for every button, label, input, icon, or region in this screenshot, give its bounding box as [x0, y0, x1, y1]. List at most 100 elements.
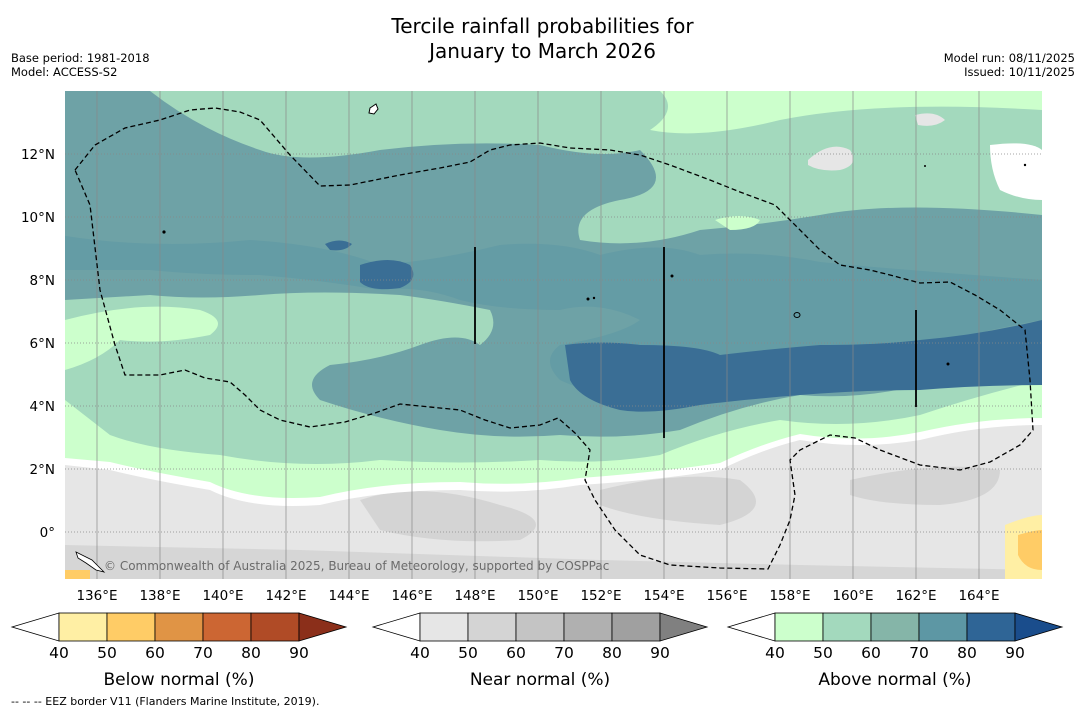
colorbar-tick: 50: [813, 644, 833, 662]
colorbar-tick: 70: [554, 644, 574, 662]
colorbar-swatch: [250, 612, 300, 642]
colorbar-swatch: [419, 612, 469, 642]
lat-label: 12°N: [21, 147, 55, 163]
colorbar-tick: 70: [193, 644, 213, 662]
graticule: [65, 153, 1042, 533]
run-info: Model run: 08/11/2025 Issued: 10/11/2025: [944, 51, 1075, 79]
colorbar-swatch: [870, 612, 920, 642]
colorbar-tick: 50: [458, 644, 478, 662]
colorbar-tick: 70: [909, 644, 929, 662]
lon-label: 156°E: [706, 588, 747, 604]
colorbar-swatch: [515, 612, 565, 642]
colorbar-swatch: [467, 612, 517, 642]
white-patch-northeast: [990, 143, 1042, 200]
colorbar-swatch: [58, 612, 108, 642]
base-info: Base period: 1981-2018 Model: ACCESS-S2: [11, 51, 150, 79]
colorbar-swatch: [966, 612, 1016, 642]
colorbar-swatch: [918, 612, 968, 642]
colorbar-title: Above normal (%): [818, 670, 971, 690]
lon-label: 162°E: [895, 588, 936, 604]
above-normal-80-band: [565, 320, 1042, 412]
colorbar-extend-max: [1014, 612, 1064, 642]
title-line-2: January to March 2026: [429, 39, 656, 63]
lon-label: 146°E: [391, 588, 432, 604]
colorbar-tick: 90: [1005, 644, 1025, 662]
near-normal-50-patch: [360, 491, 536, 542]
lon-axis: 136°E 138°E 140°E 142°E 144°E 146°E 148°…: [76, 588, 999, 604]
colorbar-swatch: [154, 612, 204, 642]
below-normal-patch-sw: [65, 570, 90, 579]
model-run-date: Model run: 08/11/2025: [943, 51, 1075, 65]
title-line-1: Tercile rainfall probabilities for: [391, 14, 694, 38]
colorbar-tick: 40: [410, 644, 430, 662]
colorbar-extend-min: [371, 612, 421, 642]
lat-label: 2°N: [30, 462, 55, 478]
colorbar-tick: 80: [602, 644, 622, 662]
near-normal-50-patch-2: [600, 476, 756, 525]
colorbar-tick: 40: [765, 644, 785, 662]
lon-label: 142°E: [265, 588, 306, 604]
colorbar-near-normal: 40 50 60 70 80 90 Near normal (%): [371, 612, 709, 690]
colorbar-tick: 60: [861, 644, 881, 662]
colorbar-tick: 80: [241, 644, 261, 662]
colorbar-swatch: [202, 612, 252, 642]
colorbar-swatch: [563, 612, 613, 642]
near-normal-50-patch-3: [850, 466, 1000, 505]
colorbar-swatch: [774, 612, 824, 642]
colorbar-tick: 50: [97, 644, 117, 662]
lon-label: 158°E: [769, 588, 810, 604]
lon-label: 152°E: [580, 588, 621, 604]
colorbar-extend-min: [726, 612, 776, 642]
map-title: Tercile rainfall probabilities for Janua…: [0, 14, 1085, 64]
lon-label: 138°E: [139, 588, 180, 604]
above-normal-80-patch-2: [325, 240, 352, 251]
above-normal-40-patch-west: [65, 306, 218, 350]
credit-text: © Commonwealth of Australia 2025, Bureau…: [104, 559, 609, 573]
model-name: Model: ACCESS-S2: [11, 65, 118, 79]
colorbar-tick: 60: [145, 644, 165, 662]
lon-label: 140°E: [202, 588, 243, 604]
lon-label: 144°E: [328, 588, 369, 604]
above-normal-40-patch-east: [715, 216, 760, 230]
near-normal-patch-north-2: [915, 113, 945, 126]
island-outline: [368, 103, 379, 115]
colorbar-swatch: [611, 612, 661, 642]
colorbar-title: Below normal (%): [104, 670, 255, 690]
lat-axis: 12°N 10°N 8°N 6°N 4°N 2°N 0°: [21, 147, 55, 541]
colorbar-tick: 90: [289, 644, 309, 662]
colorbar-tick: 80: [957, 644, 977, 662]
colorbar-tick: 40: [49, 644, 69, 662]
island-outline-2: [793, 312, 801, 318]
eez-border: [74, 107, 1034, 570]
lat-label: 10°N: [21, 210, 55, 226]
lon-label: 160°E: [832, 588, 873, 604]
lon-label: 150°E: [517, 588, 558, 604]
near-normal-50-band: [65, 545, 1042, 579]
colorbar-title: Near normal (%): [470, 670, 610, 690]
above-normal-80-patch: [360, 260, 414, 290]
colorbar-extend-min: [10, 612, 60, 642]
lon-label: 164°E: [958, 588, 999, 604]
lat-label: 6°N: [30, 336, 55, 352]
small-islands: [162, 163, 1027, 366]
probability-map: [65, 91, 1042, 579]
colorbar-tick: 90: [650, 644, 670, 662]
lon-label: 136°E: [76, 588, 117, 604]
eez-legend-note: -- -- -- EEZ border V11 (Flanders Marine…: [11, 695, 320, 708]
colorbar-tick: 60: [506, 644, 526, 662]
issued-date: Issued: 10/11/2025: [964, 65, 1075, 79]
colorbar-swatch: [822, 612, 872, 642]
colorbar-extend-max: [659, 612, 709, 642]
colorbar-swatch: [106, 612, 156, 642]
colorbar-above-normal: 40 50 60 70 80 90 Above normal (%): [726, 612, 1064, 690]
base-period: Base period: 1981-2018: [11, 51, 150, 65]
lat-label: 4°N: [30, 399, 55, 415]
colorbar-extend-max: [298, 612, 348, 642]
below-normal-50-patch: [1018, 530, 1042, 570]
lat-label: 0°: [40, 525, 55, 541]
lat-label: 8°N: [30, 273, 55, 289]
near-normal-patch-north: [808, 146, 854, 171]
lon-label: 148°E: [454, 588, 495, 604]
colorbar-below-normal: 40 50 60 70 80 90 Below normal (%): [10, 612, 348, 690]
